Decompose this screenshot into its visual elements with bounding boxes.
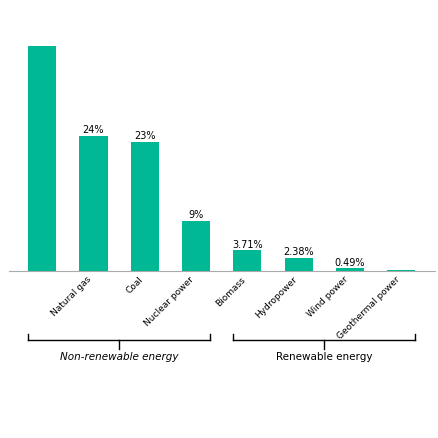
Bar (284, 258, 312, 272)
Bar (233, 251, 261, 272)
Text: Renewable energy: Renewable energy (276, 352, 372, 362)
Bar (131, 142, 159, 272)
Text: 24%: 24% (82, 125, 104, 135)
Text: 23%: 23% (134, 131, 155, 141)
Text: 0.49%: 0.49% (334, 257, 364, 267)
Text: 3.71%: 3.71% (232, 239, 262, 249)
Text: 9%: 9% (188, 209, 203, 219)
Bar (181, 221, 210, 272)
Bar (28, 47, 56, 272)
Bar (386, 271, 414, 272)
Bar (79, 137, 107, 272)
Text: 2.38%: 2.38% (283, 247, 313, 257)
Text: Non-renewable energy: Non-renewable energy (60, 352, 178, 362)
Bar (335, 269, 363, 272)
